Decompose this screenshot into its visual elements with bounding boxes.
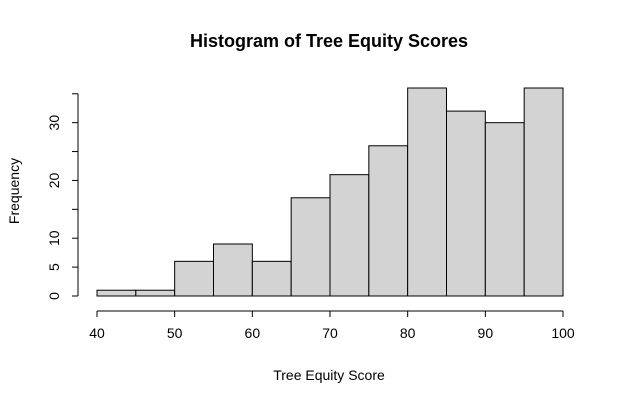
histogram-bar-45-50 bbox=[135, 289, 176, 297]
x-tick-label-70: 70 bbox=[322, 325, 338, 341]
y-tick-label-10: 10 bbox=[46, 230, 62, 246]
histogram-bar-80-85 bbox=[407, 87, 447, 297]
y-axis: 0 5 10 20 30 bbox=[46, 93, 79, 300]
x-tick-label-80: 80 bbox=[400, 325, 416, 341]
x-axis: 40 50 60 70 80 90 100 bbox=[89, 310, 575, 341]
chart-title: Histogram of Tree Equity Scores bbox=[190, 31, 468, 51]
y-tick-label-20: 20 bbox=[46, 172, 62, 188]
histogram-bar-60-65 bbox=[251, 260, 292, 297]
histogram-bar-85-90 bbox=[446, 110, 486, 297]
y-tick-label-0: 0 bbox=[46, 292, 62, 300]
x-tick-label-50: 50 bbox=[167, 325, 183, 341]
x-tick-label-90: 90 bbox=[478, 325, 494, 341]
x-axis-label: Tree Equity Score bbox=[273, 367, 385, 383]
x-tick-label-40: 40 bbox=[89, 325, 105, 341]
x-tick-label-100: 100 bbox=[551, 325, 575, 341]
histogram-bar-50-55 bbox=[174, 260, 215, 297]
histogram-bar-55-60 bbox=[213, 243, 253, 297]
y-tick-label-30: 30 bbox=[46, 115, 62, 131]
histogram-bar-95-100 bbox=[523, 87, 564, 297]
histogram-bar-75-80 bbox=[368, 145, 409, 297]
histogram-bar-65-70 bbox=[290, 197, 331, 297]
x-tick-label-60: 60 bbox=[245, 325, 261, 341]
histogram-bar-40-45 bbox=[96, 289, 137, 297]
histogram-bar-90-95 bbox=[484, 122, 525, 297]
y-axis-label: Frequency bbox=[6, 158, 22, 224]
bars-group bbox=[96, 87, 564, 297]
histogram-bar-70-75 bbox=[329, 174, 370, 297]
y-tick-label-5: 5 bbox=[46, 263, 62, 271]
